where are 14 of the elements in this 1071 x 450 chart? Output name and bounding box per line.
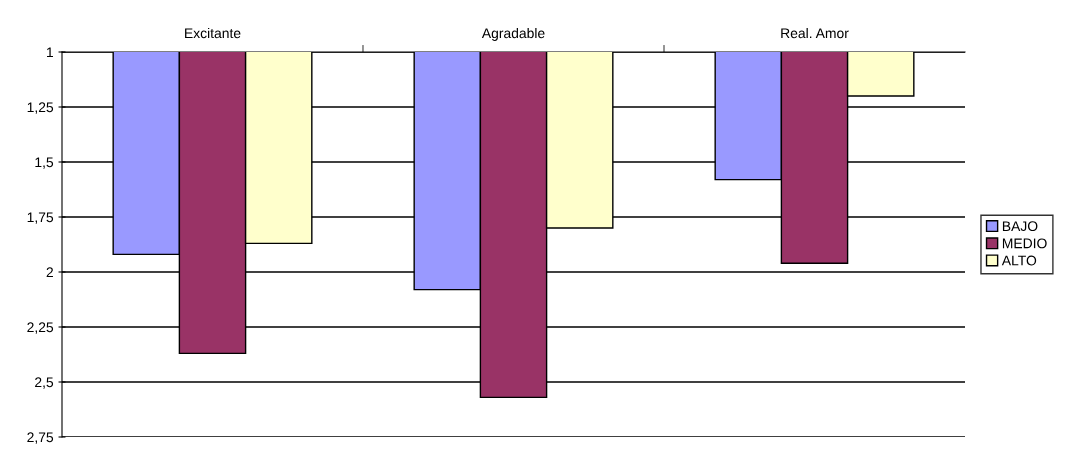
legend-label: MEDIO (1002, 238, 1047, 249)
y-tick-label: 1,25 (27, 102, 54, 114)
y-tick-label: 2,75 (27, 432, 54, 444)
y-tick-label: 1,75 (27, 212, 54, 224)
y-tick-label: 2 (46, 267, 53, 278)
y-tick-label: 2,5 (35, 377, 54, 389)
y-tick-label: 1,5 (35, 157, 54, 169)
legend-label: BAJO (1002, 221, 1038, 232)
x-tick-label: Real. Amor (781, 27, 849, 39)
y-tick-label: 2,25 (27, 322, 54, 334)
legend-label: ALTO (1001, 255, 1037, 266)
x-tick-label: Excitante (185, 27, 241, 39)
x-tick-label: Agradable (481, 27, 545, 41)
y-tick-label: 1 (47, 47, 53, 58)
